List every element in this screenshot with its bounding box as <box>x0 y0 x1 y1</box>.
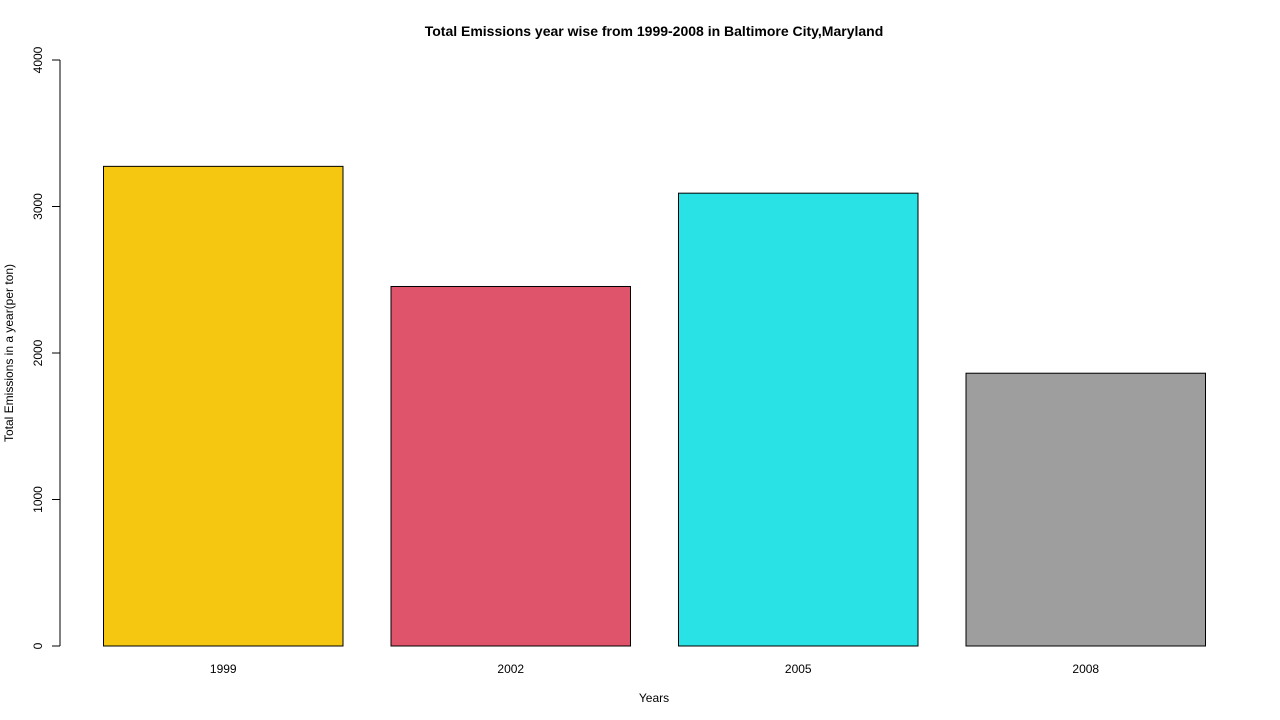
x-axis-tick-labels: 1999 2002 2005 2008 <box>210 662 1100 676</box>
bars <box>103 165 1206 647</box>
y-tick-label: 0 <box>31 642 45 649</box>
y-tick-label: 3000 <box>31 193 45 220</box>
x-axis-label: Years <box>639 691 669 705</box>
bar-2002 <box>390 285 631 647</box>
y-tick-label: 1000 <box>31 486 45 513</box>
y-tick-label: 2000 <box>31 339 45 366</box>
bar-1999 <box>103 165 344 647</box>
bar-2008 <box>965 372 1206 647</box>
x-tick-label: 2008 <box>1072 662 1099 676</box>
y-axis-label: Total Emissions in a year(per ton) <box>2 264 16 442</box>
y-tick-label: 4000 <box>31 46 45 73</box>
x-tick-label: 1999 <box>210 662 237 676</box>
y-axis-ticks: 0 1000 2000 3000 4000 <box>31 46 60 649</box>
chart-title: Total Emissions year wise from 1999-2008… <box>425 23 884 39</box>
x-tick-label: 2002 <box>497 662 524 676</box>
x-tick-label: 2005 <box>785 662 812 676</box>
bar-2005 <box>678 192 919 647</box>
